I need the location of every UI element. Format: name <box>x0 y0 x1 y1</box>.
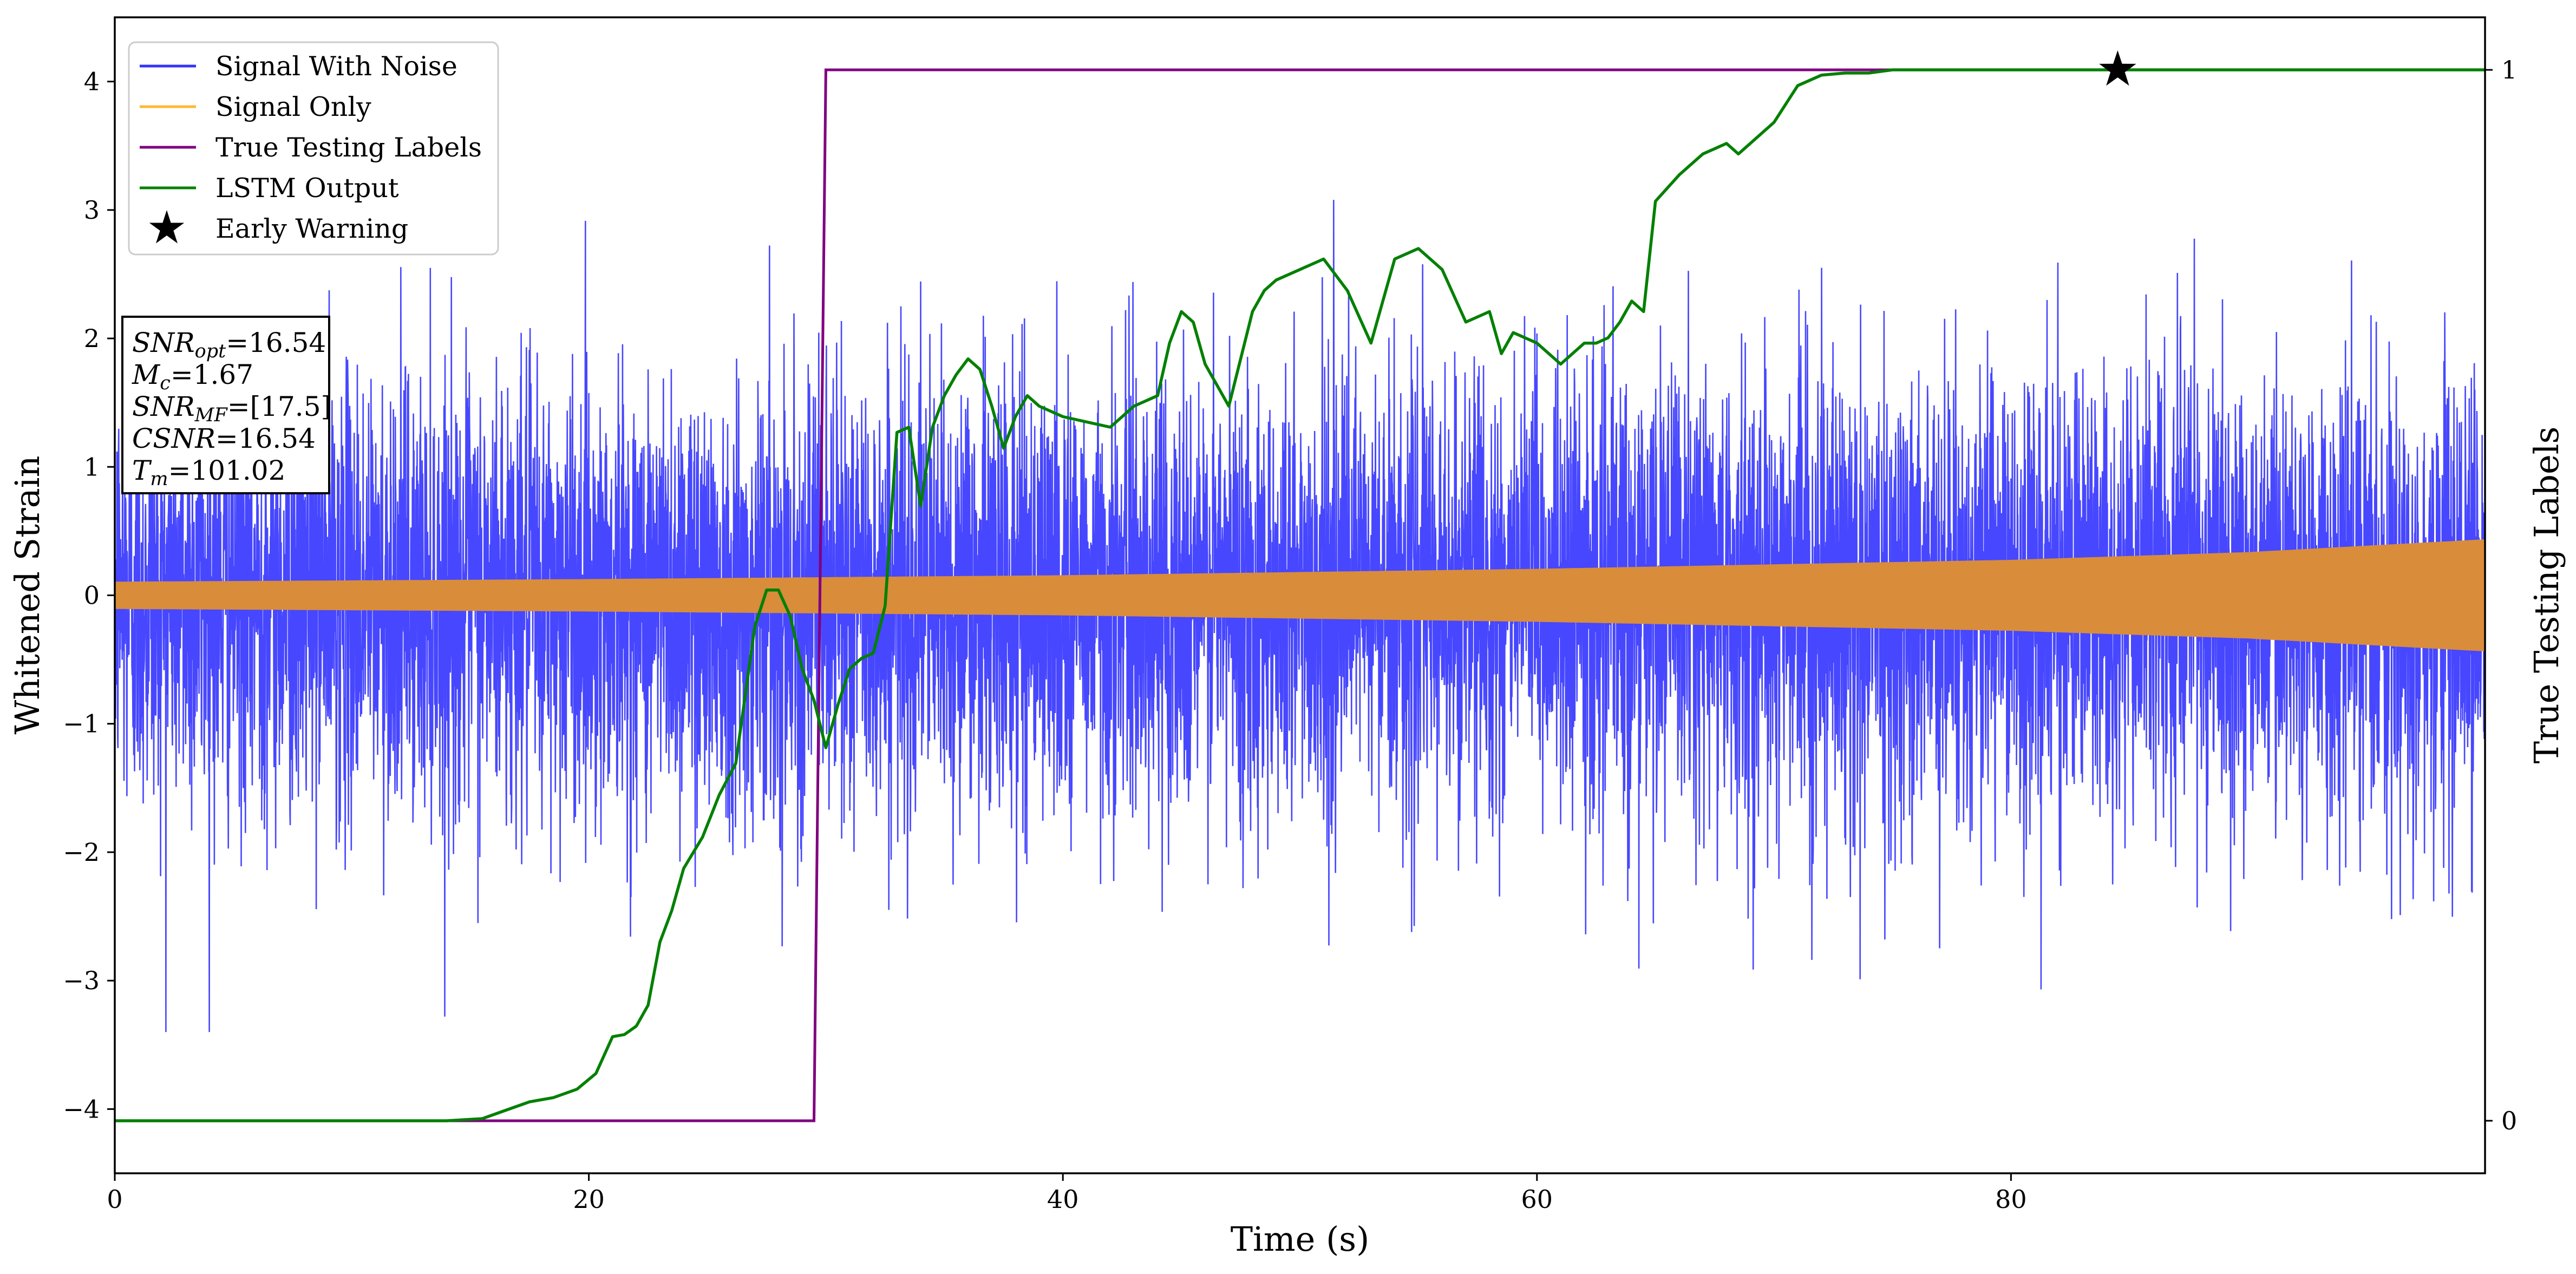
x-axis: 0 20 40 60 80 <box>107 1173 2027 1214</box>
legend-star-icon <box>149 210 185 244</box>
y-tick-label: −4 <box>63 1094 100 1123</box>
y-axis: −4 −3 −2 −1 0 1 2 3 4 <box>63 67 115 1123</box>
legend-label: Early Warning <box>215 213 408 244</box>
x-tick-label: 20 <box>573 1185 605 1214</box>
y-axis-label: Whitened Strain <box>8 456 47 735</box>
info-line: Tm=101.02 <box>132 455 285 490</box>
legend-box <box>128 41 499 256</box>
early-warning-series <box>2099 50 2136 86</box>
y2-axis: 01 <box>2485 55 2517 1135</box>
plot-area <box>115 68 2485 1122</box>
early-warning-star <box>2099 50 2136 86</box>
y-tick-label: 1 <box>84 452 100 481</box>
legend-label: True Testing Labels <box>215 132 482 163</box>
y-tick-label: 3 <box>84 195 100 225</box>
x-tick-label: 60 <box>1521 1185 1553 1214</box>
y-tick-label: 2 <box>84 324 100 353</box>
signal-only-series <box>115 539 2485 652</box>
info-line: CSNR=16.54 <box>132 423 316 454</box>
y2-axis-label: True Testing Labels <box>2527 427 2566 764</box>
info-line: SNRMF=[17.5] <box>132 391 331 426</box>
x-tick-label: 40 <box>1047 1185 1079 1214</box>
y2-tick-label: 1 <box>2501 55 2517 84</box>
x-tick-label: 0 <box>107 1185 122 1214</box>
y-tick-label: 0 <box>84 581 100 610</box>
y-tick-label: −2 <box>63 838 100 867</box>
x-axis-label: Time (s) <box>1231 1219 1370 1259</box>
info-box: SNRopt=16.54Mc=1.67SNRMF=[17.5]CSNR=16.5… <box>121 316 331 494</box>
info-line: SNRopt=16.54 <box>132 327 326 362</box>
legend-label: Signal With Noise <box>215 51 457 82</box>
x-tick-label: 80 <box>1995 1185 2027 1214</box>
y-tick-label: −1 <box>63 709 100 739</box>
legend-label: Signal Only <box>215 92 371 122</box>
y2-tick-label: 0 <box>2501 1106 2517 1135</box>
legend: Signal With Noise Signal Only True Testing… <box>128 41 499 256</box>
legend-label: LSTM Output <box>215 173 399 204</box>
lstm-output-line <box>115 68 2485 1122</box>
info-line: Mc=1.67 <box>132 359 253 394</box>
y-tick-label: 4 <box>84 67 100 96</box>
signal-only-band <box>115 539 2485 652</box>
info-box-frame <box>121 316 330 494</box>
y-tick-label: −3 <box>63 966 100 995</box>
lstm-output-series <box>115 68 2485 1122</box>
